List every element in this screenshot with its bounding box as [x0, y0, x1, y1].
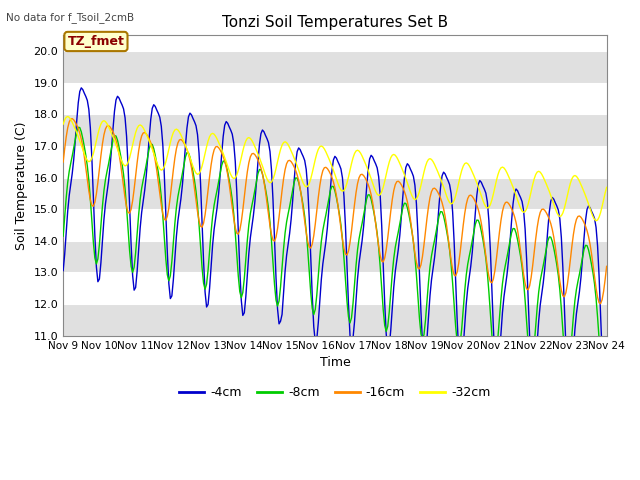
Bar [63, 114, 607, 146]
Bar [63, 273, 607, 304]
Legend: -4cm, -8cm, -16cm, -32cm: -4cm, -8cm, -16cm, -32cm [174, 382, 496, 405]
Bar [63, 146, 607, 178]
Bar [63, 178, 607, 209]
Text: No data for f_Tsoil_2cmB: No data for f_Tsoil_2cmB [6, 12, 134, 23]
Title: Tonzi Soil Temperatures Set B: Tonzi Soil Temperatures Set B [222, 15, 448, 30]
Bar [63, 83, 607, 114]
Text: TZ_fmet: TZ_fmet [67, 35, 124, 48]
Bar [63, 304, 607, 336]
Bar [63, 209, 607, 241]
Bar [63, 241, 607, 273]
Y-axis label: Soil Temperature (C): Soil Temperature (C) [15, 121, 28, 250]
X-axis label: Time: Time [319, 356, 350, 369]
Bar [63, 51, 607, 83]
